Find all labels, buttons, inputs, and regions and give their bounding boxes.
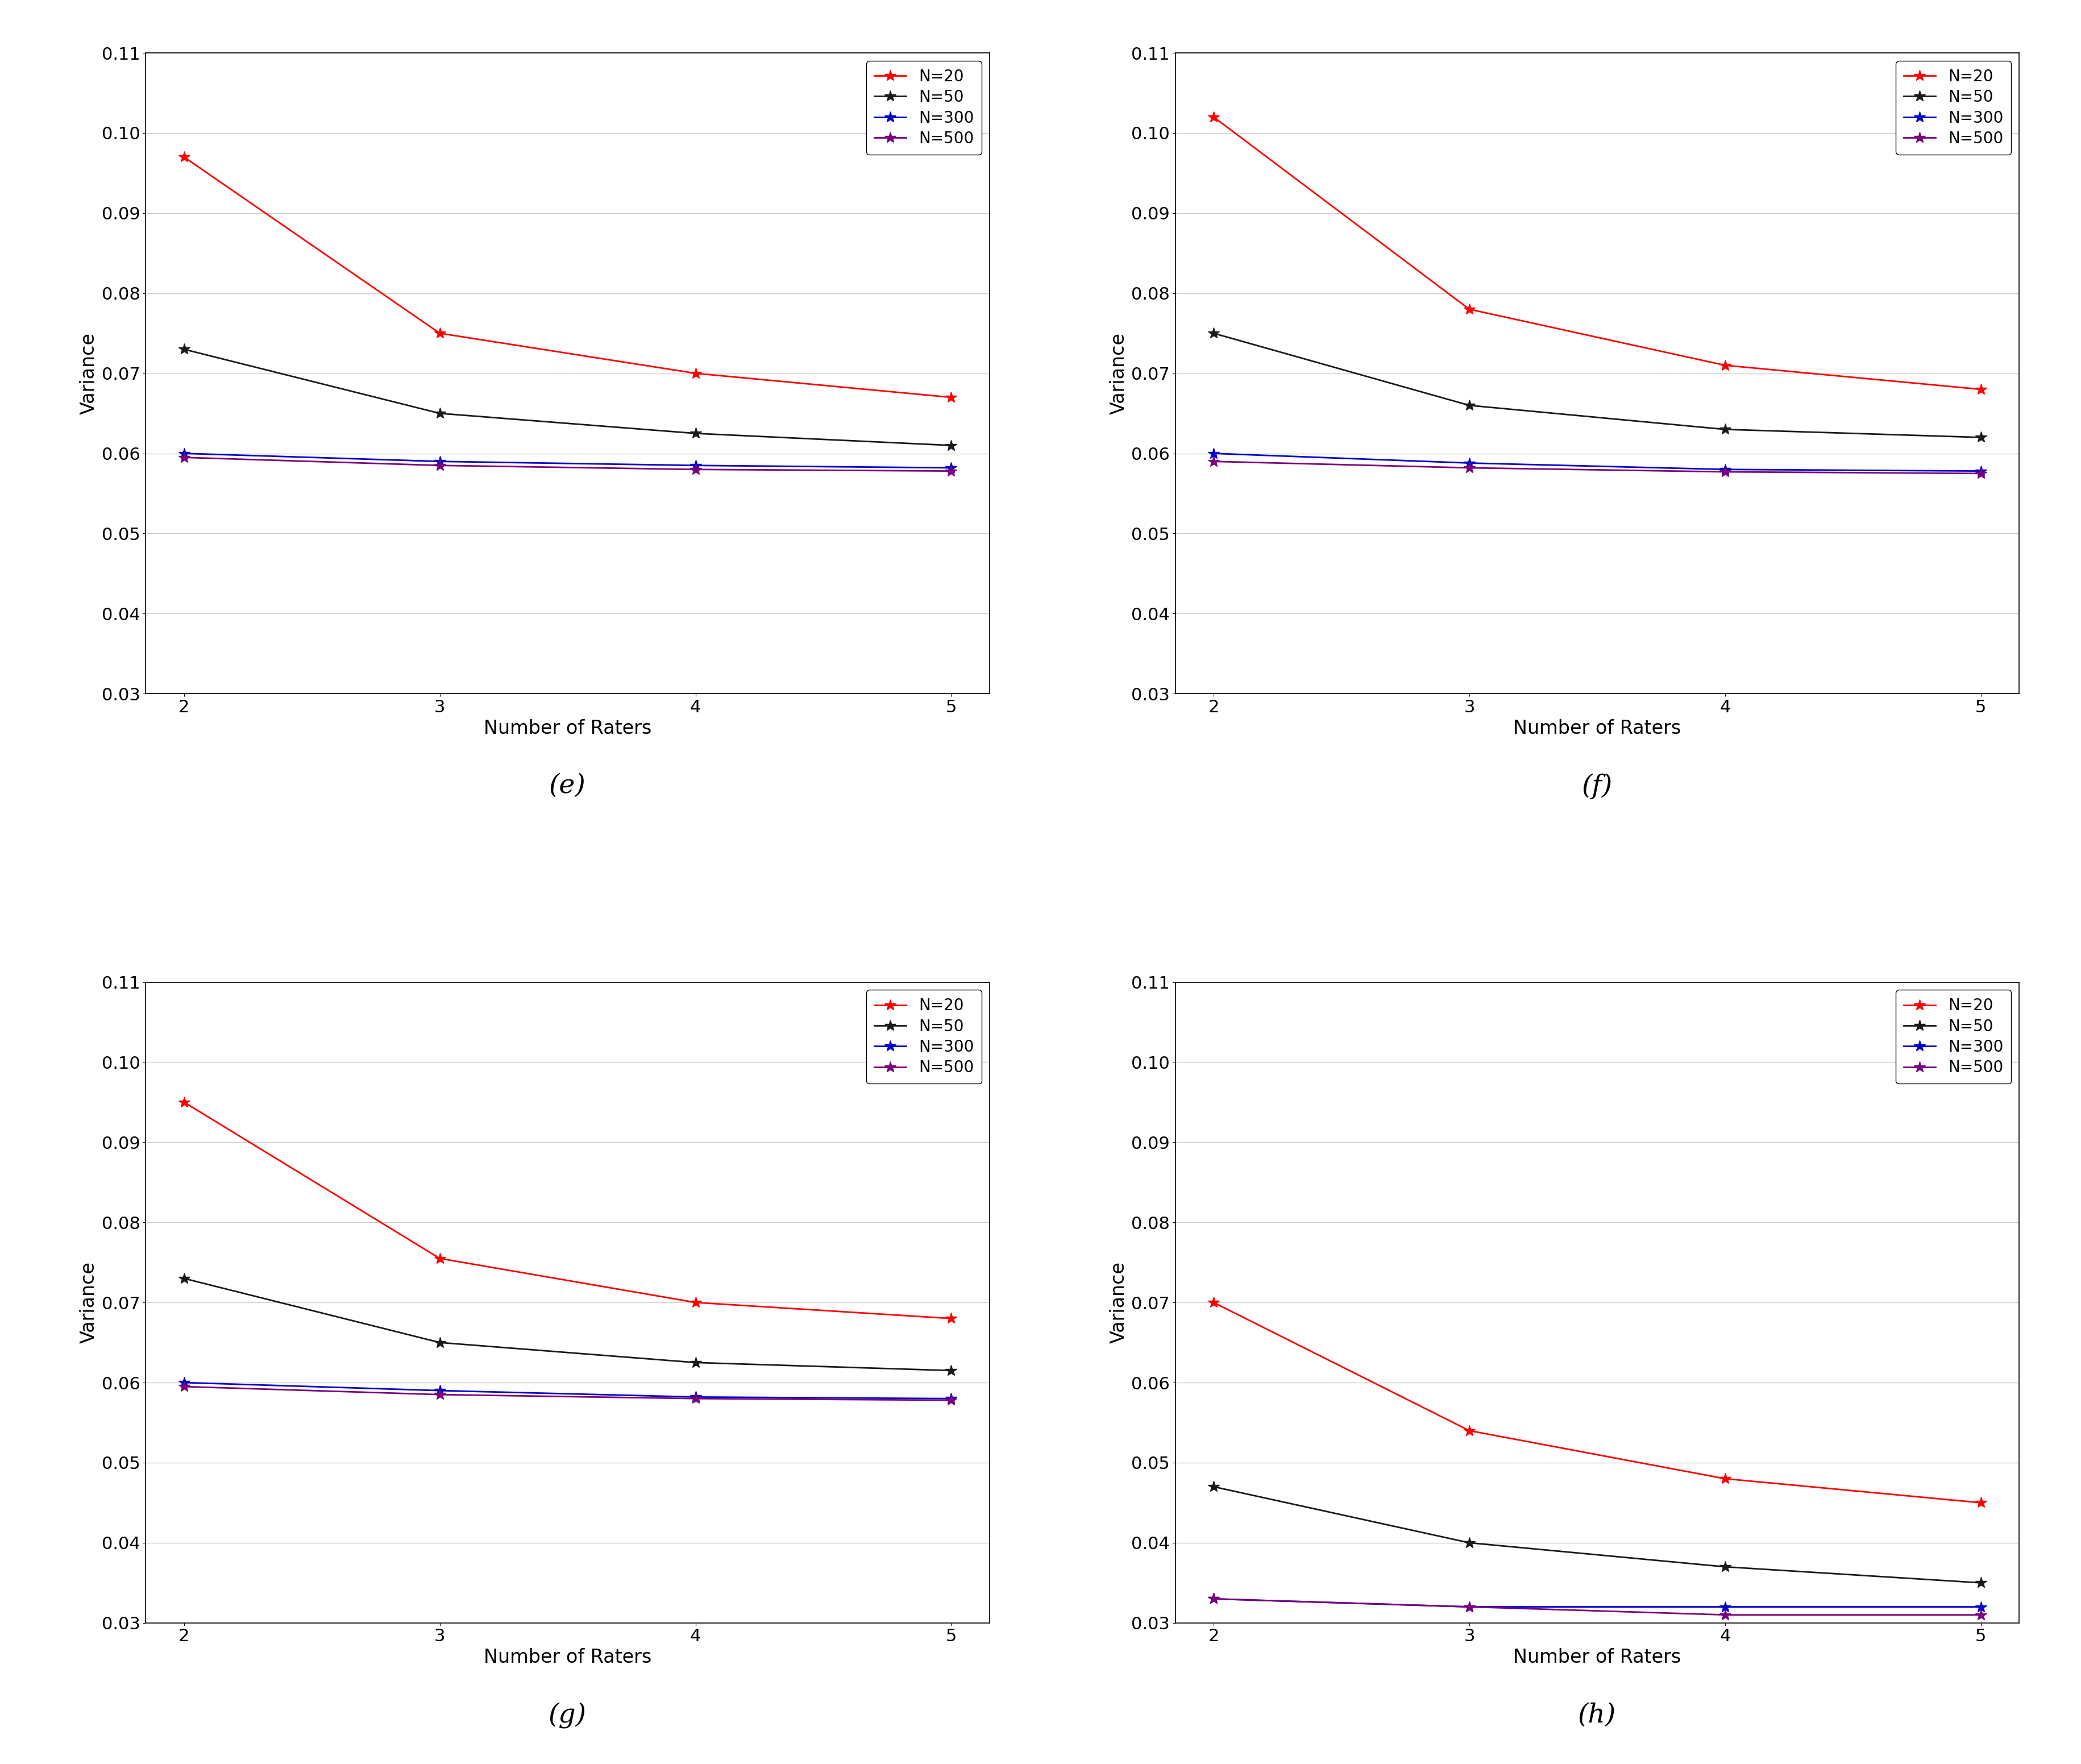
N=500	[171, 446, 196, 467]
Legend: N=20, N=50, N=300, N=500: N=20, N=50, N=300, N=500	[866, 990, 982, 1083]
N=300	[683, 1387, 708, 1408]
N=500	[427, 1385, 452, 1406]
N=500	[1713, 460, 1738, 482]
Line: N=500: N=500	[179, 1381, 957, 1406]
Line: N=500: N=500	[179, 452, 957, 476]
Line: N=20: N=20	[1207, 1297, 1985, 1508]
N=300	[171, 1372, 196, 1394]
N=20	[1969, 379, 1994, 400]
N=20	[427, 1247, 452, 1268]
N=20	[939, 1307, 964, 1328]
Line: N=300: N=300	[179, 1376, 957, 1404]
Line: N=20: N=20	[179, 1095, 957, 1325]
N=50	[171, 339, 196, 360]
N=20	[171, 146, 196, 168]
Line: N=50: N=50	[179, 1272, 957, 1376]
X-axis label: Number of Raters: Number of Raters	[1513, 720, 1681, 737]
Y-axis label: Variance: Variance	[1109, 332, 1128, 415]
Line: N=50: N=50	[179, 344, 957, 452]
N=500	[427, 455, 452, 476]
N=300	[1969, 1596, 1994, 1618]
N=300	[1969, 460, 1994, 482]
N=500	[1969, 462, 1994, 483]
N=500	[1457, 457, 1482, 478]
N=50	[939, 434, 964, 455]
N=300	[171, 443, 196, 464]
N=50	[427, 402, 452, 423]
N=300	[427, 1379, 452, 1401]
N=500	[1457, 1596, 1482, 1618]
N=20	[683, 363, 708, 385]
N=50	[171, 1268, 196, 1289]
Y-axis label: Variance: Variance	[79, 1261, 98, 1344]
N=300	[939, 1388, 964, 1409]
N=300	[1713, 459, 1738, 480]
N=300	[1457, 452, 1482, 473]
Line: N=500: N=500	[1207, 455, 1985, 480]
N=50	[1969, 427, 1994, 448]
N=500	[171, 1376, 196, 1397]
Legend: N=20, N=50, N=300, N=500: N=20, N=50, N=300, N=500	[866, 60, 982, 155]
N=300	[1457, 1596, 1482, 1618]
N=50	[1969, 1572, 1994, 1593]
N=20	[1201, 1291, 1226, 1312]
N=500	[1201, 452, 1226, 473]
X-axis label: Number of Raters: Number of Raters	[483, 1648, 651, 1667]
N=300	[939, 457, 964, 478]
N=500	[1713, 1603, 1738, 1625]
Line: N=300: N=300	[1207, 1593, 1985, 1612]
Text: (g): (g)	[549, 1702, 587, 1729]
N=50	[1457, 1533, 1482, 1554]
N=300	[427, 452, 452, 473]
N=300	[1713, 1596, 1738, 1618]
Y-axis label: Variance: Variance	[79, 332, 98, 415]
N=50	[1713, 418, 1738, 439]
N=500	[1969, 1603, 1994, 1625]
N=20	[1201, 106, 1226, 127]
N=50	[1201, 1476, 1226, 1498]
X-axis label: Number of Raters: Number of Raters	[1513, 1648, 1681, 1667]
N=50	[939, 1360, 964, 1381]
N=50	[427, 1332, 452, 1353]
N=50	[1201, 323, 1226, 344]
N=20	[1969, 1492, 1994, 1514]
N=20	[1713, 1468, 1738, 1489]
N=20	[683, 1291, 708, 1312]
N=20	[1457, 298, 1482, 319]
Line: N=300: N=300	[1207, 448, 1985, 476]
Line: N=300: N=300	[179, 448, 957, 475]
Text: (f): (f)	[1582, 773, 1613, 799]
Line: N=500: N=500	[1207, 1593, 1985, 1621]
X-axis label: Number of Raters: Number of Raters	[483, 720, 651, 737]
N=500	[939, 460, 964, 482]
N=50	[683, 1351, 708, 1372]
Legend: N=20, N=50, N=300, N=500: N=20, N=50, N=300, N=500	[1896, 60, 2010, 155]
Line: N=50: N=50	[1207, 328, 1985, 443]
Text: (h): (h)	[1577, 1702, 1615, 1729]
Line: N=50: N=50	[1207, 1480, 1985, 1589]
N=20	[427, 323, 452, 344]
Text: (e): (e)	[549, 773, 587, 799]
N=300	[683, 455, 708, 476]
N=50	[1713, 1556, 1738, 1577]
Y-axis label: Variance: Variance	[1109, 1261, 1128, 1344]
N=20	[1713, 355, 1738, 376]
N=20	[1457, 1420, 1482, 1441]
N=20	[171, 1092, 196, 1113]
N=500	[683, 1388, 708, 1409]
Legend: N=20, N=50, N=300, N=500: N=20, N=50, N=300, N=500	[1896, 990, 2010, 1083]
N=500	[683, 459, 708, 480]
Line: N=20: N=20	[1207, 111, 1985, 395]
N=50	[1457, 395, 1482, 416]
N=300	[1201, 443, 1226, 464]
N=500	[939, 1390, 964, 1411]
N=300	[1201, 1588, 1226, 1609]
Line: N=20: N=20	[179, 152, 957, 404]
N=500	[1201, 1588, 1226, 1609]
N=50	[683, 423, 708, 445]
N=20	[939, 386, 964, 407]
